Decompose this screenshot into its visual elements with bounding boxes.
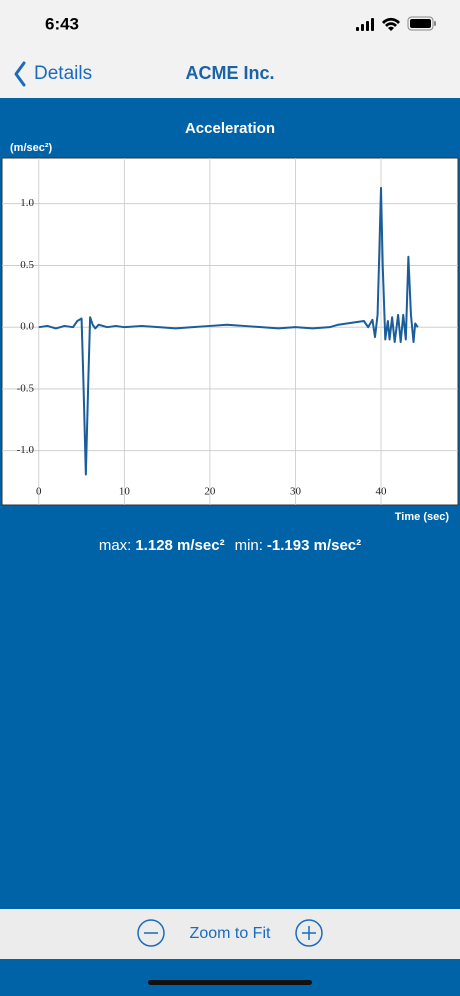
status-icons bbox=[356, 16, 436, 31]
max-label: max: bbox=[99, 537, 132, 554]
x-axis-label: Time (sec) bbox=[395, 511, 450, 523]
toolbar bbox=[0, 909, 460, 959]
home-indicator bbox=[148, 980, 312, 985]
y-tick-label: 1.0 bbox=[20, 197, 34, 209]
y-tick-label: -0.5 bbox=[17, 382, 35, 394]
min-value: -1.193 m/sec² bbox=[267, 537, 361, 554]
zoom-in-button[interactable] bbox=[295, 919, 323, 947]
x-tick-label: 20 bbox=[204, 486, 216, 498]
chart-title: Acceleration bbox=[185, 120, 275, 137]
min-label: min: bbox=[235, 537, 263, 554]
back-button[interactable]: Details bbox=[34, 63, 92, 84]
data-line bbox=[38, 186, 419, 476]
x-tick-label: 40 bbox=[376, 486, 388, 498]
nav-title: ACME Inc. bbox=[185, 63, 274, 83]
stats: max: 1.128 m/sec² min: -1.193 m/sec² bbox=[99, 537, 361, 554]
zoom-out-button[interactable] bbox=[137, 919, 165, 947]
y-axis-label: (m/sec²) bbox=[10, 142, 53, 154]
y-tick-label: -1.0 bbox=[17, 444, 35, 456]
y-tick-label: 0.5 bbox=[20, 259, 34, 271]
header-bg bbox=[0, 0, 460, 98]
back-chevron[interactable] bbox=[14, 61, 26, 87]
y-tick-label: 0.0 bbox=[20, 321, 34, 333]
max-value: 1.128 m/sec² bbox=[135, 537, 224, 554]
status-time: 6:43 bbox=[45, 14, 79, 33]
plot: 1.0 0.5 0.0 -0.5 -1.0 0 10 20 30 40 bbox=[2, 158, 458, 505]
zoom-to-fit-button[interactable]: Zoom to Fit bbox=[190, 925, 271, 942]
x-tick-label: 0 bbox=[36, 486, 42, 498]
bottom-bg bbox=[0, 959, 460, 996]
x-tick-label: 30 bbox=[290, 486, 302, 498]
x-tick-label: 10 bbox=[119, 486, 131, 498]
